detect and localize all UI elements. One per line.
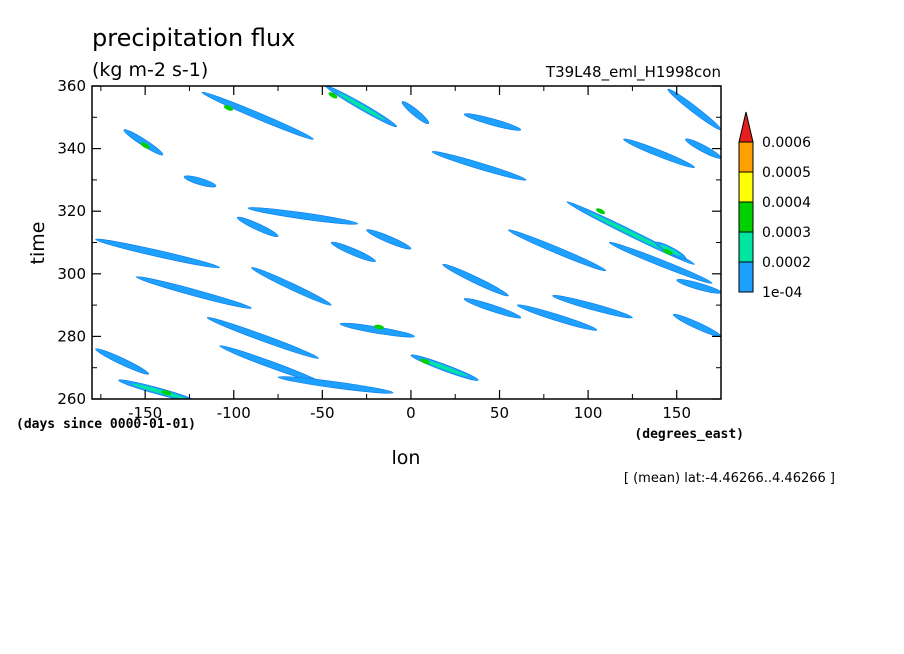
contour-peak-16 bbox=[420, 358, 430, 365]
y-tick-label: 360 bbox=[57, 77, 86, 95]
contour-band-6 bbox=[206, 317, 320, 359]
contour-band-20 bbox=[463, 113, 522, 131]
contour-peak-2 bbox=[161, 390, 172, 396]
contour-band-25 bbox=[623, 138, 695, 168]
x-tick-label: 150 bbox=[662, 404, 691, 422]
colorbar-label: 0.0004 bbox=[762, 195, 811, 211]
contour-band-24 bbox=[609, 241, 713, 284]
contour-band-18 bbox=[442, 263, 509, 297]
contour-band-10 bbox=[247, 207, 359, 225]
dataset-label: T39L48_eml_H1998con bbox=[545, 63, 721, 82]
contour-band-core-16 bbox=[422, 359, 468, 377]
contour-band-core-23 bbox=[588, 212, 674, 255]
x-axis-title: lon bbox=[392, 447, 421, 469]
colorbar-swatch bbox=[738, 171, 754, 203]
contour-band-core-2 bbox=[131, 383, 186, 399]
contour-band-19 bbox=[463, 298, 522, 319]
y-tick-label: 320 bbox=[57, 202, 86, 220]
contour-band-11 bbox=[277, 376, 394, 394]
chart-title: precipitation flux bbox=[92, 24, 295, 52]
contour-peak-12 bbox=[328, 92, 338, 99]
y-tick-label: 260 bbox=[57, 390, 86, 408]
chart-units: (kg m-2 s-1) bbox=[92, 59, 208, 81]
y-axis-ticks: 260 280 300 320 340 360 bbox=[57, 77, 721, 408]
contour-band-22 bbox=[516, 304, 598, 331]
x-tick-label: -50 bbox=[310, 404, 335, 422]
contour-peak-23 bbox=[595, 208, 606, 215]
colorbar-label: 0.0005 bbox=[762, 165, 811, 181]
contour-band-17 bbox=[431, 151, 527, 181]
contour-band-27 bbox=[667, 88, 721, 131]
colorbar-swatch bbox=[738, 261, 754, 293]
y-tick-label: 300 bbox=[57, 265, 86, 283]
contour-band-0 bbox=[95, 238, 220, 269]
x-tick-label: -100 bbox=[217, 404, 251, 422]
y-tick-label: 340 bbox=[57, 140, 86, 158]
colorbar-swatch bbox=[738, 231, 754, 263]
contour-peak-14 bbox=[374, 324, 384, 330]
contour-band-29 bbox=[676, 279, 721, 294]
contour-band-core-26 bbox=[660, 244, 681, 256]
contour-band-13 bbox=[330, 241, 376, 263]
colorbar-max-triangle bbox=[738, 111, 754, 143]
contour-band-30 bbox=[183, 175, 217, 188]
averaging-note: [ (mean) lat:-4.46266..4.46266 ] bbox=[624, 471, 835, 486]
x-axis-ticks: -150 -100 -50 0 50 100 150 bbox=[100, 86, 722, 422]
contour-band-15 bbox=[401, 101, 430, 125]
contour-band-4 bbox=[135, 276, 252, 309]
contour-peak-3 bbox=[140, 142, 150, 149]
contour-band-9 bbox=[251, 267, 332, 306]
x-tick-label: 0 bbox=[406, 404, 416, 422]
colorbar-label: 0.0003 bbox=[762, 225, 811, 241]
contour-band-8 bbox=[236, 216, 279, 237]
x-axis-units: (degrees_east) bbox=[634, 427, 744, 442]
contour-peak-26 bbox=[663, 248, 673, 255]
colorbar-swatch bbox=[738, 201, 754, 233]
x-tick-label: -150 bbox=[128, 404, 162, 422]
contour-band-1 bbox=[95, 348, 150, 375]
contour-band-21 bbox=[508, 229, 607, 272]
colorbar-label: 0.0002 bbox=[762, 255, 811, 271]
y-axis-units: (days since 0000-01-01) bbox=[16, 417, 196, 432]
colorbar-label: 0.0006 bbox=[762, 135, 811, 151]
contour-band-32 bbox=[685, 138, 721, 159]
contour-bands bbox=[95, 86, 721, 399]
y-tick-label: 280 bbox=[57, 327, 86, 345]
colorbar-swatch bbox=[738, 141, 754, 173]
contour-band-31 bbox=[552, 294, 633, 319]
colorbar-label: 1e-04 bbox=[762, 285, 802, 301]
x-tick-label: 100 bbox=[574, 404, 603, 422]
contour-band-33 bbox=[366, 229, 412, 250]
contour-peak-5 bbox=[223, 105, 234, 111]
x-tick-label: 50 bbox=[490, 404, 509, 422]
contour-band-core-12 bbox=[337, 92, 385, 120]
plot-area bbox=[92, 86, 721, 399]
contour-band-5 bbox=[201, 91, 314, 140]
colorbar: 1e-04 0.0002 0.0003 0.0004 0.0005 0.0006 bbox=[738, 111, 811, 301]
y-axis-title: time bbox=[27, 222, 49, 265]
